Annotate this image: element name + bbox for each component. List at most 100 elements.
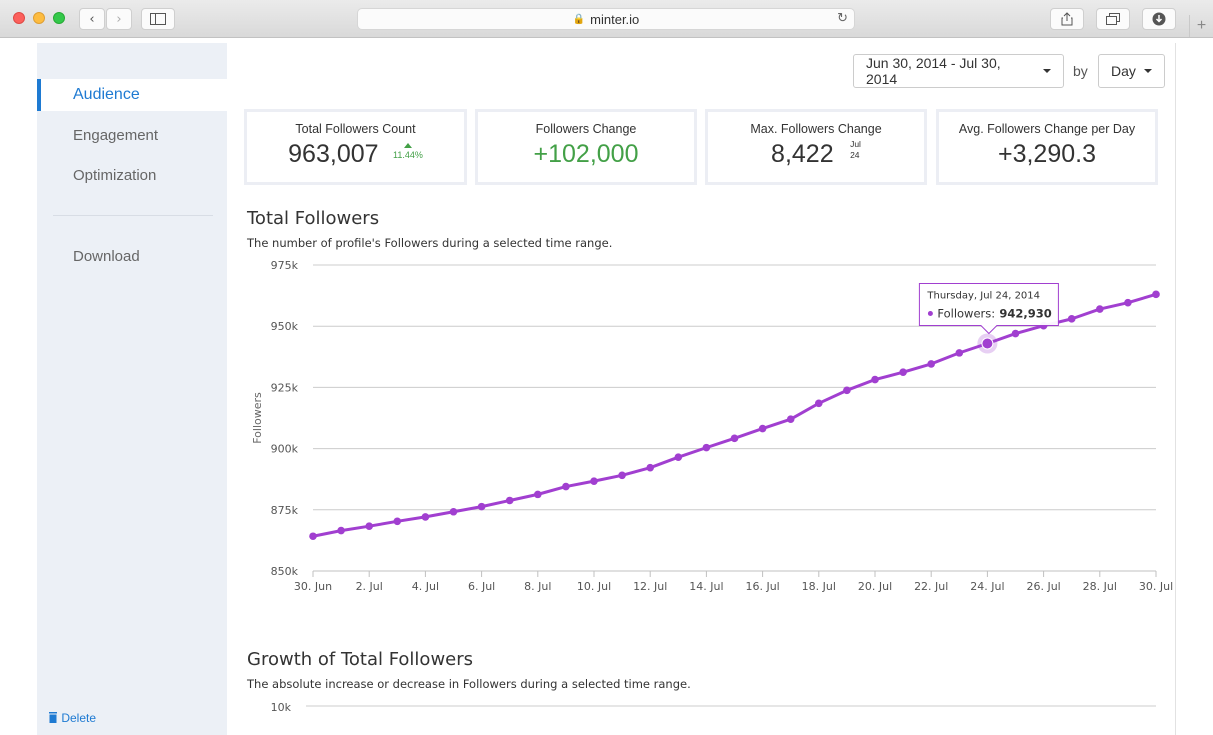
sidebar-item-audience[interactable]: Audience xyxy=(37,79,227,111)
data-point xyxy=(477,502,486,511)
y-tick-label: 950k xyxy=(271,320,299,333)
date-range-dropdown[interactable]: Jun 30, 2014 - Jul 30, 2014 xyxy=(853,54,1064,88)
data-point xyxy=(1067,315,1076,323)
sidebar-toggle-button[interactable] xyxy=(141,8,175,30)
sidebar-item-engagement[interactable]: Engagement xyxy=(73,127,159,144)
new-tab-button[interactable]: + xyxy=(1189,15,1213,37)
sidebar: Audience Engagement Optimization Downloa… xyxy=(37,43,227,735)
download-icon xyxy=(1152,12,1166,26)
stat-change-badge: 11.44% xyxy=(393,140,423,160)
x-tick-label: 24. Jul xyxy=(970,580,1004,593)
stat-card-followers-change: Followers Change +102,000 xyxy=(475,109,697,185)
browser-toolbar: ‹ › 🔒 minter.io ↻ + xyxy=(0,0,1213,38)
y-tick-label: 875k xyxy=(271,504,299,517)
x-tick-label: 8. Jul xyxy=(524,580,551,593)
x-tick-label: 2. Jul xyxy=(356,580,383,593)
caret-down-icon xyxy=(1043,69,1051,73)
trash-icon xyxy=(49,712,57,723)
data-point xyxy=(702,443,711,452)
y-tick-label: 10k xyxy=(271,701,292,714)
data-point xyxy=(505,496,514,505)
share-icon xyxy=(1061,12,1073,26)
downloads-button[interactable] xyxy=(1142,8,1176,30)
sidebar-item-optimization[interactable]: Optimization xyxy=(73,167,157,184)
stat-date: Jul 24 xyxy=(850,139,861,161)
data-point xyxy=(871,375,879,384)
stat-label: Avg. Followers Change per Day xyxy=(958,122,1136,136)
by-label: by xyxy=(1073,63,1088,79)
x-tick-label: 26. Jul xyxy=(1026,580,1060,593)
data-point xyxy=(618,471,626,480)
tooltip-series-marker xyxy=(927,311,933,317)
data-point xyxy=(365,522,373,531)
caret-down-icon xyxy=(1143,69,1152,73)
tooltip-date: Thursday, Jul 24, 2014 xyxy=(926,291,1040,302)
data-point xyxy=(646,463,654,472)
data-point xyxy=(674,453,683,461)
url-text: minter.io xyxy=(590,11,640,27)
x-tick-label: 18. Jul xyxy=(802,580,836,593)
x-tick-label: 22. Jul xyxy=(914,580,948,593)
delete-link[interactable]: Delete xyxy=(48,711,96,725)
data-point xyxy=(393,517,402,526)
x-tick-label: 10. Jul xyxy=(577,580,611,593)
tooltip-box xyxy=(918,283,1059,335)
data-point xyxy=(1011,329,1020,338)
back-button[interactable]: ‹ xyxy=(79,8,105,30)
data-point xyxy=(337,526,345,535)
chevron-right-icon: › xyxy=(116,11,122,27)
minimize-window-button[interactable] xyxy=(33,12,45,24)
data-point xyxy=(534,490,542,499)
x-tick-label: 28. Jul xyxy=(1083,580,1117,593)
data-point xyxy=(449,507,458,516)
tooltip-value: 942,930 xyxy=(999,307,1051,321)
x-tick-label: 20. Jul xyxy=(858,580,892,593)
zoom-window-button[interactable] xyxy=(53,12,65,24)
address-bar[interactable]: 🔒 minter.io ↻ xyxy=(357,8,855,30)
chevron-left-icon: ‹ xyxy=(89,11,95,27)
data-point xyxy=(899,368,907,377)
tabs-icon xyxy=(1106,13,1120,25)
data-point xyxy=(562,482,570,491)
growth-chart[interactable]: 10k xyxy=(228,698,1176,735)
x-tick-label: 30. Jun xyxy=(294,580,332,593)
data-point xyxy=(843,386,851,395)
data-point xyxy=(786,415,795,424)
tabs-overview-button[interactable] xyxy=(1096,8,1130,30)
stat-card-max-change: Max. Followers Change 8,422 Jul 24 xyxy=(705,109,927,185)
data-point xyxy=(421,513,430,521)
reload-icon[interactable]: ↻ xyxy=(837,11,848,26)
section-title: Total Followers xyxy=(247,208,380,229)
y-axis-label: Followers xyxy=(251,392,264,444)
sidebar-item-download[interactable]: Download xyxy=(73,248,140,265)
stat-date-month: Jul xyxy=(850,139,861,149)
lock-icon: 🔒 xyxy=(572,13,586,25)
stat-card-avg-change: Avg. Followers Change per Day +3,290.3 xyxy=(936,109,1158,185)
x-tick-label: 12. Jul xyxy=(633,580,667,593)
data-point xyxy=(1152,290,1160,299)
data-point xyxy=(927,360,935,368)
main-content: Jun 30, 2014 - Jul 30, 2014 by Day Total… xyxy=(228,43,1176,735)
close-window-button[interactable] xyxy=(13,12,25,24)
data-point xyxy=(590,477,598,485)
stat-value: +3,290.3 xyxy=(997,140,1096,168)
x-tick-label: 16. Jul xyxy=(745,580,779,593)
followers-series-line xyxy=(312,292,1157,538)
data-point xyxy=(758,424,767,433)
stat-value: 8,422 xyxy=(771,140,834,168)
total-followers-chart[interactable]: 850k 875k 900k 925k 950k 975k Followers 30. Jun… xyxy=(228,255,1176,600)
data-point xyxy=(815,399,823,408)
x-tick-label: 14. Jul xyxy=(689,580,723,593)
stat-change-percent: 11.44% xyxy=(392,150,423,160)
stat-value: +102,000 xyxy=(533,140,639,168)
forward-button[interactable]: › xyxy=(106,8,132,30)
section-description: The number of profile's Followers during… xyxy=(247,236,613,250)
stat-label: Max. Followers Change xyxy=(750,122,882,136)
share-button[interactable] xyxy=(1050,8,1084,30)
triangle-up-icon xyxy=(403,143,412,148)
y-tick-label: 925k xyxy=(271,381,299,394)
x-tick-label: 4. Jul xyxy=(412,580,439,593)
granularity-dropdown[interactable]: Day xyxy=(1098,54,1165,88)
stat-card-total-followers: Total Followers Count 963,007 11.44% xyxy=(244,109,467,185)
section-description: The absolute increase or decrease in Fol… xyxy=(247,677,691,691)
